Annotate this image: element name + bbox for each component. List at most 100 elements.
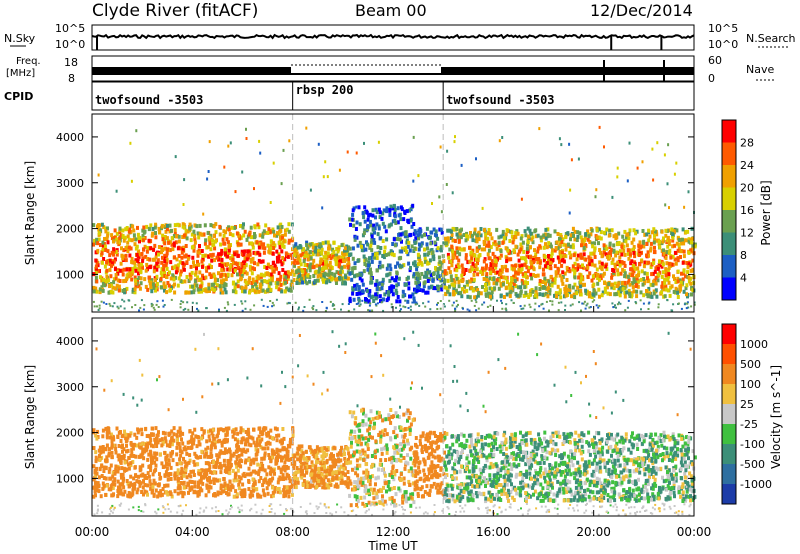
echo-cell [241,428,245,433]
echo-cell [256,250,260,255]
echo-cell [686,265,690,270]
echo-cell [148,479,152,484]
echo-cell [414,280,418,285]
echo-cell [187,290,191,295]
echo-cell [667,280,671,285]
echo-cell [125,286,129,291]
ytick-label: 4000 [56,131,84,144]
echo-cell [168,288,172,293]
echo-cell [144,254,148,259]
echo-cell [536,260,540,265]
echo-cell [207,468,211,472]
echo-cell [190,232,194,237]
echo-cell [544,227,548,232]
echo-cell [500,299,503,302]
echo-cell [431,250,435,255]
echo-cell [182,267,186,272]
echo-cell [256,262,260,267]
echo-cell [571,303,574,306]
echo-cell [198,469,202,474]
echo-cell [360,244,363,249]
echo-cell [534,302,537,305]
echo-cell [360,248,364,253]
echo-cell [508,290,512,295]
echo-cell [252,280,256,285]
echo-cell [397,276,401,281]
echo-cell [562,242,566,247]
echo-cell [231,257,235,262]
echo-cell [259,151,262,155]
echo-cell [536,249,540,254]
echo-cell [432,257,436,262]
echo-cell [626,232,630,237]
echo-cell [193,223,197,228]
echo-cell [259,274,263,279]
echo-cell [608,292,612,297]
echo-cell [152,492,156,497]
echo-cell [605,254,609,259]
echo-cell [236,241,240,246]
echo-cell [631,285,635,290]
echo-cell [169,477,173,481]
echo-cell [571,285,575,290]
echo-cell [172,234,176,238]
echo-cell [251,285,255,289]
echo-cell [102,469,106,473]
echo-cell [403,209,407,214]
echo-cell [474,263,478,268]
echo-cell [171,450,174,454]
echo-cell [190,270,194,275]
echo-cell [176,486,180,491]
echo-cell [448,247,452,252]
echo-cell [258,233,262,238]
echo-cell [195,224,199,229]
echo-cell [375,222,379,227]
echo-cell [428,270,432,275]
echo-cell [642,239,646,244]
echo-cell [257,479,261,484]
echo-cell [235,478,239,483]
echo-cell [175,234,178,239]
echo-cell [260,432,264,437]
echo-cell [184,290,188,295]
echo-cell [159,277,163,281]
echo-cell [105,434,109,438]
echo-cell [152,269,156,274]
echo-cell [249,257,253,262]
echo-cell [347,260,351,265]
echo-cell [460,263,464,268]
echo-cell [129,453,133,458]
echo-cell [483,228,486,233]
echo-cell [663,294,667,299]
echo-cell [475,246,479,251]
echo-cell [146,457,150,462]
echo-cell [355,282,359,287]
echo-cell [239,224,242,228]
echo-cell [188,222,192,227]
echo-cell [653,237,657,242]
echo-cell [117,453,121,458]
echo-cell [513,267,516,272]
echo-cell [424,305,427,308]
echo-cell [305,263,309,267]
echo-cell [192,469,195,474]
echo-cell [435,274,439,279]
echo-cell [605,246,609,251]
echo-cell [209,253,213,258]
echo-cell [540,285,544,290]
echo-cell [99,243,102,247]
echo-cell [665,261,669,266]
echo-cell [265,486,269,491]
echo-cell [146,483,150,488]
echo-cell [543,264,547,269]
echo-cell [324,254,328,259]
echo-cell [635,294,639,299]
echo-cell [426,279,430,283]
echo-cell [660,284,664,289]
echo-cell [136,487,140,492]
echo-cell [168,270,171,275]
echo-cell [508,294,512,299]
echo-cell [656,278,660,283]
echo-cell [546,232,550,237]
ytick-label: 3000 [56,177,84,190]
